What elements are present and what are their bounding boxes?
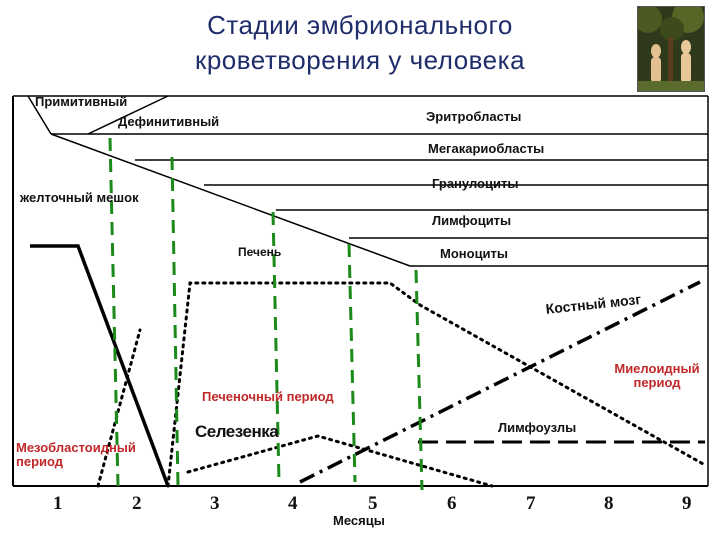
label-granulocytes: Гранулоциты (432, 176, 519, 191)
divider-5 (414, 269, 424, 491)
liver-curve (166, 281, 707, 488)
spleen-curve (186, 434, 494, 488)
cell-line-boundaries (27, 95, 708, 267)
label-monocytes: Моноциты (440, 246, 509, 261)
divider-4 (347, 243, 357, 483)
month-4: 4 (288, 493, 298, 514)
month-6: 6 (447, 493, 457, 514)
yolk-sac-dotted-curve (96, 328, 142, 488)
divider-1 (108, 137, 120, 487)
label-myeloid-period: Миелоидный период (602, 361, 712, 391)
label-mesoblastic-period: Мезобластоидный период (16, 440, 176, 470)
yolk-sac-curve (30, 244, 170, 487)
period-dividers (108, 137, 424, 491)
month-7: 7 (526, 493, 536, 514)
divider-3 (271, 211, 281, 483)
bone-marrow-curve (299, 280, 701, 484)
label-erythroblasts: Эритробласты (426, 109, 522, 124)
slide-title-line-1: Стадии эмбрионального (207, 10, 513, 40)
primitive-slope (27, 95, 52, 135)
label-primitive: Примитивный (35, 94, 128, 109)
month-1: 1 (53, 493, 63, 514)
month-2: 2 (132, 493, 142, 514)
label-liver: Печень (238, 245, 282, 259)
label-spleen: Селезенка (195, 422, 279, 441)
label-lymph-nodes: Лимфоузлы (498, 420, 577, 435)
month-3: 3 (210, 493, 220, 514)
label-definitive: Дефинитивный (118, 114, 220, 129)
label-yolk-sac: желточный мешок (20, 190, 139, 205)
label-megakaryoblasts: Мегакариобласты (428, 141, 545, 156)
definitive-slope (87, 95, 169, 135)
label-hepatic-period: Печеночный период (202, 389, 334, 404)
month-5: 5 (368, 493, 378, 514)
label-mesoblastic-period-text: Мезобластоидный период (16, 440, 136, 470)
month-9: 9 (682, 493, 692, 514)
slide-title-line-2: кроветворения у человека (194, 45, 526, 75)
month-8: 8 (604, 493, 614, 514)
x-axis-label: Месяцы (333, 513, 385, 528)
label-lymphocytes: Лимфоциты (432, 213, 512, 228)
divider-2 (170, 156, 180, 487)
label-myeloid-period-text: Миелоидный период (614, 361, 700, 391)
painting-thumbnail (637, 6, 705, 92)
